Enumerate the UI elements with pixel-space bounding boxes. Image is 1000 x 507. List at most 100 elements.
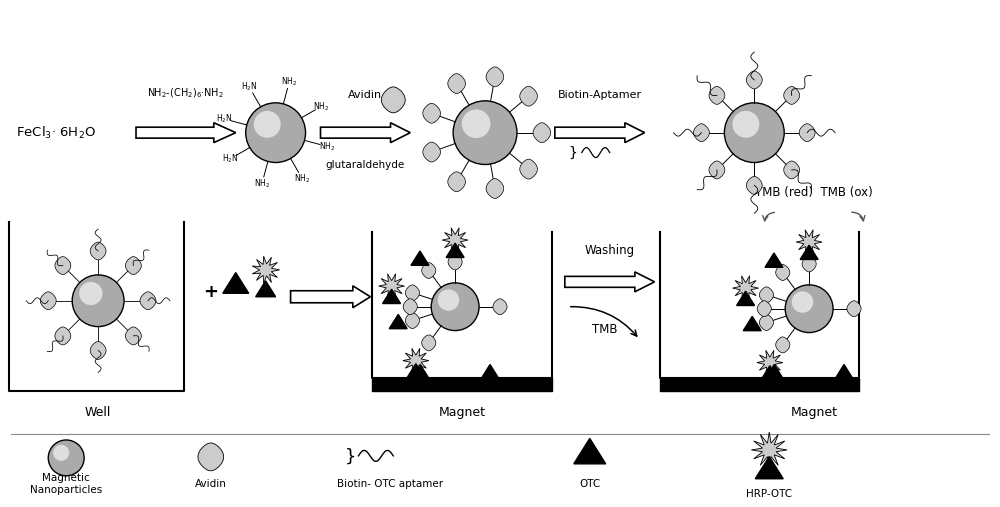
Polygon shape [709,161,725,179]
FancyArrow shape [565,272,655,292]
Text: Biotin-Aptamer: Biotin-Aptamer [558,90,642,100]
Text: NH$_2$: NH$_2$ [319,140,335,153]
Circle shape [462,110,490,138]
Circle shape [438,289,459,311]
Polygon shape [423,142,440,162]
Polygon shape [737,291,755,306]
Polygon shape [765,253,783,267]
Polygon shape [125,257,141,274]
Polygon shape [55,327,71,345]
Text: NH$_2$: NH$_2$ [294,172,310,185]
Polygon shape [802,256,816,272]
Polygon shape [533,123,551,142]
Polygon shape [446,243,464,258]
Polygon shape [847,301,861,317]
Polygon shape [411,365,429,379]
Circle shape [53,445,69,461]
Polygon shape [776,265,790,280]
Text: Avidin: Avidin [348,90,382,100]
Polygon shape [125,327,141,345]
Text: Magnet: Magnet [791,406,838,419]
Circle shape [724,103,784,163]
Polygon shape [448,254,462,270]
FancyArrowPatch shape [852,212,865,221]
Polygon shape [757,301,771,317]
Polygon shape [746,176,762,194]
Circle shape [72,275,124,327]
Polygon shape [383,289,401,304]
Circle shape [79,282,103,305]
Polygon shape [379,274,405,299]
Polygon shape [252,256,280,284]
Text: TMB (red)  TMB (ox): TMB (red) TMB (ox) [755,186,873,199]
Text: H$_2$N: H$_2$N [222,153,238,165]
Polygon shape [448,74,465,93]
Polygon shape [765,365,783,379]
Polygon shape [223,273,249,293]
Text: NH$_2$: NH$_2$ [281,76,297,88]
Polygon shape [694,124,709,141]
Text: FeCl$_3$· 6H$_2$O: FeCl$_3$· 6H$_2$O [16,125,96,141]
Polygon shape [55,257,71,274]
Polygon shape [198,443,224,471]
Text: NH$_2$: NH$_2$ [313,100,329,113]
Polygon shape [520,86,537,106]
Circle shape [254,111,281,138]
Circle shape [732,111,759,138]
Polygon shape [403,348,429,373]
Text: NH$_2$: NH$_2$ [254,177,270,190]
Polygon shape [751,432,787,468]
Circle shape [246,103,306,163]
FancyArrowPatch shape [763,212,774,221]
Text: glutaraldehyde: glutaraldehyde [326,160,405,169]
FancyArrow shape [136,123,236,142]
Circle shape [785,285,833,333]
FancyArrow shape [555,123,645,142]
Polygon shape [799,124,815,141]
Text: TMB: TMB [592,323,617,336]
Polygon shape [481,365,499,379]
Polygon shape [423,103,440,123]
Polygon shape [759,287,774,303]
Text: Biotin- OTC aptamer: Biotin- OTC aptamer [337,479,443,489]
Polygon shape [493,299,507,315]
Polygon shape [90,342,106,359]
Polygon shape [746,71,762,89]
Polygon shape [800,245,818,260]
Polygon shape [448,172,465,192]
Polygon shape [574,439,606,464]
Polygon shape [835,365,853,379]
Circle shape [48,440,84,476]
Polygon shape [486,67,504,87]
Polygon shape [422,335,436,351]
Text: H$_2$N: H$_2$N [241,81,257,93]
Text: NH$_2$-(CH$_2$)$_6$·NH$_2$: NH$_2$-(CH$_2$)$_6$·NH$_2$ [147,86,224,100]
FancyArrowPatch shape [571,307,637,336]
Text: $\}$: $\}$ [568,144,577,161]
Polygon shape [796,230,822,255]
Polygon shape [784,87,800,104]
Text: Well: Well [85,406,111,419]
Polygon shape [381,87,405,113]
Polygon shape [759,314,774,331]
Text: OTC: OTC [579,479,600,489]
Bar [660,378,859,391]
Polygon shape [755,456,783,479]
Polygon shape [709,87,725,104]
Polygon shape [520,159,537,179]
Polygon shape [757,350,783,375]
Polygon shape [422,263,436,278]
Text: Washing: Washing [585,243,635,257]
Polygon shape [761,366,779,380]
Circle shape [431,283,479,331]
Polygon shape [776,337,790,353]
Polygon shape [407,364,425,378]
Polygon shape [743,316,761,331]
Polygon shape [389,314,407,329]
Polygon shape [403,299,417,315]
Text: Avidin: Avidin [195,479,227,489]
Polygon shape [784,161,800,179]
Polygon shape [256,281,276,297]
Text: H$_2$N: H$_2$N [216,113,233,125]
Text: Magnetic
Nanoparticles: Magnetic Nanoparticles [30,473,102,494]
